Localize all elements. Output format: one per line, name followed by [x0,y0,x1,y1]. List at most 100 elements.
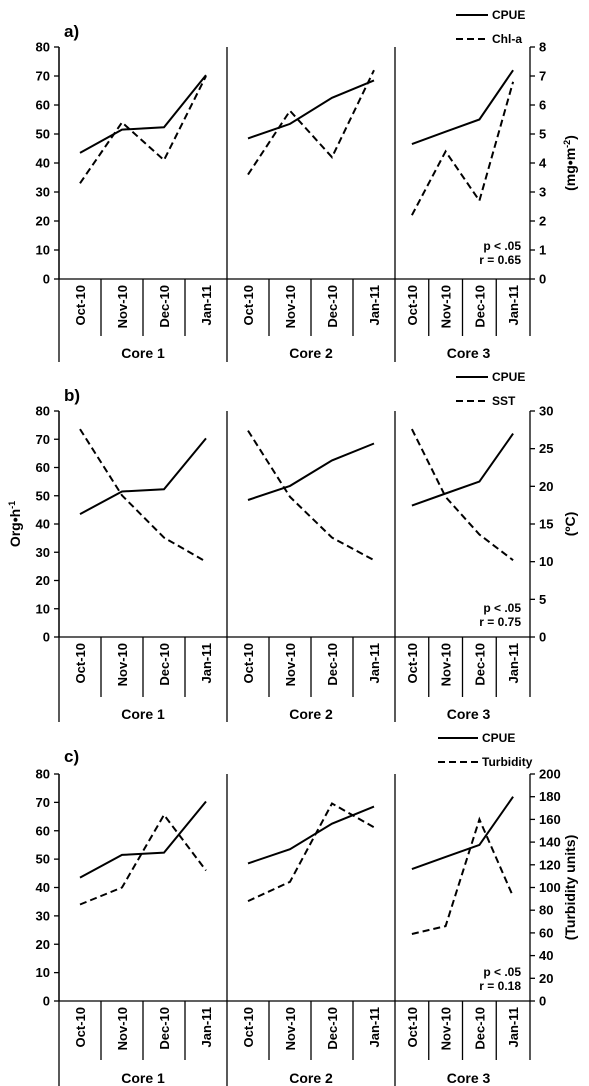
series-line-cpue [247,805,375,865]
series-line-chl-a [79,75,207,184]
panel-a: a) 0 10 20 30 40 50 60 70 80 0 1 2 3 4 5 6 7 8 Oct-10 Nov-10… [36,8,578,362]
category-label: Oct-10 [241,643,256,683]
right-tick-label: 100 [539,880,561,895]
legend-label: SST [492,394,516,408]
group-label: Core 3 [447,345,491,361]
category-label: Dec-10 [472,1007,487,1050]
category-label: Jan-11 [199,285,214,325]
series-line-sst [411,428,514,561]
left-tick-label: 80 [36,404,50,419]
category-label: Oct-10 [73,643,88,683]
category-label: Nov-10 [283,643,298,686]
right-tick-label: 8 [539,40,546,55]
legend-label: Turbidity [482,755,533,769]
left-axis-label-sup: -1 [7,501,17,509]
category-label: Jan-11 [367,1007,382,1047]
left-tick-label: 0 [43,272,50,287]
right-tick-label: 6 [539,98,546,113]
series-line-chl-a [247,69,375,176]
right-tick-label: 5 [539,592,546,607]
left-tick-label: 70 [36,795,50,810]
left-tick-label: 40 [36,156,50,171]
category-label: Nov-10 [439,643,454,686]
right-tick-label: 140 [539,835,561,850]
right-tick-label: 1 [539,243,546,258]
series-line-cpue [247,79,375,140]
series-line-cpue [411,69,514,146]
series-line-cpue [411,433,514,507]
series-line-cpue [247,442,375,501]
category-label: Oct-10 [405,1007,420,1047]
right-axis-label-text: (mg•m [562,148,578,191]
group-label: Core 3 [447,1070,491,1086]
series-line-turbidity [247,802,375,903]
right-tick-label: 60 [539,925,553,940]
left-tick-label: 70 [36,69,50,84]
right-tick-label: 2 [539,214,546,229]
category-label: Dec-10 [472,643,487,686]
stat-p-value: p < .05 [483,965,521,979]
category-label: Nov-10 [115,285,130,328]
left-tick-label: 10 [36,243,50,258]
left-axis-label: Org•h-1 [7,501,23,547]
right-axis-label-close: ) [562,135,578,140]
right-tick-label: 160 [539,812,561,827]
right-tick-label: 20 [539,479,553,494]
right-axis-label: (ºC) [562,512,578,537]
series-line-cpue [79,74,207,154]
category-label: Jan-11 [506,1007,521,1047]
left-tick-label: 20 [36,214,50,229]
stat-r-value: r = 0.75 [479,615,521,629]
left-tick-label: 10 [36,965,50,980]
right-tick-label: 20 [539,971,553,986]
category-label: Nov-10 [283,285,298,328]
category-label: Jan-11 [367,643,382,683]
left-tick-label: 40 [36,880,50,895]
category-label: Dec-10 [472,285,487,328]
left-tick-label: 0 [43,994,50,1009]
category-label: Jan-11 [199,643,214,683]
legend-label: CPUE [492,370,525,384]
left-tick-label: 80 [36,767,50,782]
category-label: Nov-10 [115,643,130,686]
right-tick-label: 4 [539,156,547,171]
category-label: Oct-10 [405,643,420,683]
series-line-chl-a [411,81,515,216]
category-label: Jan-11 [367,285,382,325]
panel-c: c) 0 10 20 30 40 50 60 70 80 0 20 40 60 80 100 120 140 160… [36,731,578,1086]
group-label: Core 1 [121,345,165,361]
group-label: Core 2 [289,706,333,722]
left-tick-label: 80 [36,40,50,55]
series-line-cpue [411,796,514,871]
category-label: Oct-10 [241,285,256,325]
legend-label: Chl-a [492,32,522,46]
panel-label: b) [64,386,80,405]
left-tick-label: 70 [36,432,50,447]
category-label: Nov-10 [439,1007,454,1050]
category-label: Nov-10 [283,1007,298,1050]
right-axis-label: (mg•m-2) [562,135,578,191]
right-axis-label: (Turbidity units) [562,835,578,941]
left-tick-label: 20 [36,937,50,952]
right-tick-label: 180 [539,789,561,804]
left-tick-label: 30 [36,908,50,923]
right-tick-label: 10 [539,554,553,569]
panel-label: c) [64,747,79,766]
left-tick-label: 40 [36,517,50,532]
category-label: Dec-10 [157,1007,172,1050]
category-label: Jan-11 [199,1007,214,1047]
legend-label: CPUE [492,8,525,22]
left-tick-label: 10 [36,601,50,616]
category-label: Dec-10 [325,1007,340,1050]
series-line-sst [79,428,207,563]
group-label: Core 2 [289,345,333,361]
right-axis-label-text: (Turbidity units) [562,835,578,941]
left-tick-label: 20 [36,573,50,588]
right-tick-label: 0 [539,272,546,287]
group-label: Core 1 [121,1070,165,1086]
series-line-cpue [79,437,207,515]
left-tick-label: 50 [36,127,50,142]
legend-label: CPUE [482,731,515,745]
right-tick-label: 200 [539,767,561,782]
